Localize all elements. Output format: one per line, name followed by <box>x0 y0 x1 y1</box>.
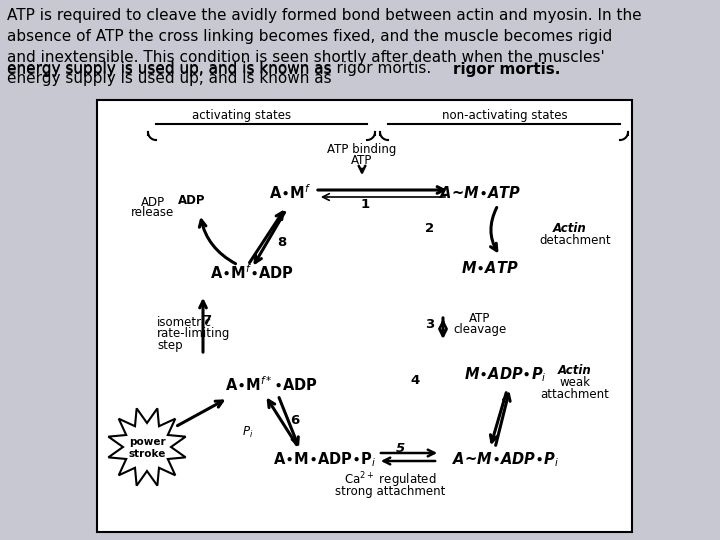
Text: step: step <box>157 339 183 352</box>
Text: strong attachment: strong attachment <box>335 485 445 498</box>
Text: A$\bullet$M$^{f*}$$\bullet$ADP: A$\bullet$M$^{f*}$$\bullet$ADP <box>225 376 318 394</box>
Text: rate-limiting: rate-limiting <box>157 327 230 341</box>
Text: M$\bullet$ADP$\bullet$P$_i$: M$\bullet$ADP$\bullet$P$_i$ <box>464 366 546 384</box>
Text: A$\bullet$M$^f$$\bullet$ADP: A$\bullet$M$^f$$\bullet$ADP <box>210 264 294 282</box>
Text: weak: weak <box>559 375 590 388</box>
Text: M$\bullet$ATP: M$\bullet$ATP <box>462 260 518 276</box>
Text: ATP binding: ATP binding <box>328 143 397 156</box>
Text: P$_i$: P$_i$ <box>242 424 253 440</box>
Text: ADP: ADP <box>179 193 206 206</box>
Text: Actin: Actin <box>558 363 592 376</box>
Text: ATP is required to cleave the avidly formed bond between actin and myosin. In th: ATP is required to cleave the avidly for… <box>7 8 642 86</box>
Text: Ca$^{2+}$ regulated: Ca$^{2+}$ regulated <box>343 470 436 490</box>
Text: release: release <box>131 206 175 219</box>
Text: stroke: stroke <box>128 449 166 459</box>
Text: ADP: ADP <box>141 195 165 208</box>
Text: 4: 4 <box>410 374 420 387</box>
Text: rigor mortis.: rigor mortis. <box>453 62 560 77</box>
Text: 5: 5 <box>395 442 405 455</box>
Text: activating states: activating states <box>192 110 292 123</box>
Text: 7: 7 <box>202 314 212 327</box>
Text: energy supply is used up, and is known as: energy supply is used up, and is known a… <box>7 62 336 77</box>
Text: ATP: ATP <box>469 312 491 325</box>
Text: energy supply is used up, and is known as ​rigor mortis.: energy supply is used up, and is known a… <box>7 61 431 76</box>
Text: 1: 1 <box>361 199 369 212</box>
Text: A$\bullet$M$\bullet$ADP$\bullet$P$_i$: A$\bullet$M$\bullet$ADP$\bullet$P$_i$ <box>274 451 377 469</box>
Polygon shape <box>109 408 186 485</box>
Bar <box>97 100 632 532</box>
Text: non-activating states: non-activating states <box>442 110 568 123</box>
Text: 6: 6 <box>290 414 300 427</box>
Text: power: power <box>129 437 166 447</box>
Text: detachment: detachment <box>539 233 611 246</box>
Text: attachment: attachment <box>541 388 609 401</box>
Text: cleavage: cleavage <box>454 323 507 336</box>
Text: isometric: isometric <box>157 316 212 329</box>
Text: 3: 3 <box>426 319 435 332</box>
Text: 2: 2 <box>426 221 435 234</box>
Bar <box>7 61 717 81</box>
Text: A~M$\bullet$ATP: A~M$\bullet$ATP <box>439 185 521 201</box>
Text: ATP: ATP <box>351 154 373 167</box>
Text: 8: 8 <box>277 237 287 249</box>
Text: Actin: Actin <box>553 221 587 234</box>
Text: A~M$\bullet$ADP$\bullet$P$_i$: A~M$\bullet$ADP$\bullet$P$_i$ <box>452 451 559 469</box>
Text: A$\bullet$M$^f$: A$\bullet$M$^f$ <box>269 184 311 202</box>
